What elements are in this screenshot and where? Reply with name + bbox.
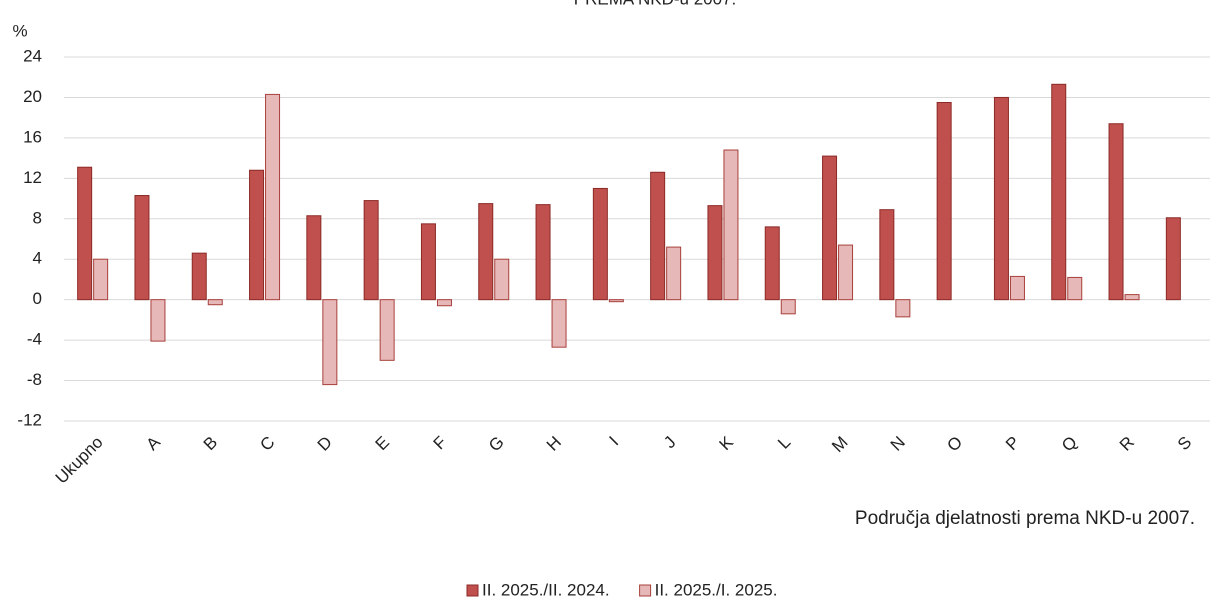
y-tick-label: 16 bbox=[23, 127, 42, 146]
y-tick-label: -4 bbox=[27, 330, 42, 349]
bar bbox=[592, 187, 608, 301]
bar bbox=[1051, 83, 1067, 301]
bar bbox=[608, 299, 624, 303]
bar bbox=[306, 215, 322, 301]
bar bbox=[1124, 294, 1140, 301]
bar bbox=[420, 223, 436, 301]
bar bbox=[780, 299, 796, 315]
bar bbox=[936, 102, 952, 301]
bar bbox=[265, 93, 281, 301]
legend-swatch bbox=[466, 584, 479, 597]
y-unit: % bbox=[12, 21, 27, 40]
x-tick-label: H bbox=[543, 433, 565, 455]
bar bbox=[478, 203, 494, 301]
x-tick-label: P bbox=[1002, 433, 1023, 454]
bar bbox=[666, 246, 682, 301]
bar bbox=[249, 169, 265, 301]
x-tick-label: J bbox=[660, 433, 679, 452]
bar bbox=[838, 244, 854, 301]
x-tick-label: S bbox=[1174, 433, 1195, 454]
bar bbox=[551, 299, 567, 348]
x-tick-label: C bbox=[256, 433, 278, 455]
x-tick-label: D bbox=[314, 433, 336, 455]
legend-label: II. 2025./I. 2025. bbox=[655, 580, 778, 599]
y-tick-label: 0 bbox=[33, 289, 42, 308]
bar bbox=[191, 252, 207, 301]
x-axis-label: Područja djelatnosti prema NKD-u 2007. bbox=[855, 508, 1195, 529]
bar bbox=[764, 226, 780, 301]
legend-swatch bbox=[639, 584, 652, 597]
bar bbox=[436, 299, 452, 307]
bar bbox=[822, 155, 838, 301]
bar bbox=[93, 258, 109, 301]
y-tick-label: 4 bbox=[33, 249, 42, 268]
x-tick-label: I bbox=[606, 433, 623, 450]
bar bbox=[207, 299, 223, 306]
bar bbox=[723, 149, 739, 301]
x-tick-label: E bbox=[372, 433, 393, 454]
bar bbox=[150, 299, 166, 342]
bar bbox=[1067, 276, 1083, 301]
y-tick-label: -12 bbox=[17, 410, 42, 429]
x-tick-label: B bbox=[200, 433, 221, 454]
x-tick-label: O bbox=[943, 433, 966, 456]
x-tick-label: L bbox=[774, 433, 794, 453]
x-tick-label: A bbox=[142, 432, 164, 454]
x-tick-label: F bbox=[430, 433, 451, 454]
x-tick-label: Q bbox=[1058, 433, 1081, 456]
bar bbox=[363, 200, 379, 301]
legend-label: II. 2025./II. 2024. bbox=[482, 580, 610, 599]
x-tick-label: Ukupno bbox=[52, 433, 107, 488]
bar bbox=[1108, 123, 1124, 301]
bar bbox=[1009, 275, 1025, 301]
y-tick-label: 24 bbox=[23, 46, 42, 65]
bar bbox=[650, 171, 666, 301]
y-tick-label: -8 bbox=[27, 370, 42, 389]
bar bbox=[322, 299, 338, 386]
bar bbox=[993, 96, 1009, 301]
y-tick-label: 8 bbox=[33, 208, 42, 227]
bar bbox=[494, 258, 510, 301]
bar bbox=[879, 209, 895, 301]
chart-title: PREMA NKD-u 2007. bbox=[574, 0, 737, 8]
x-tick-label: K bbox=[715, 432, 737, 454]
bar bbox=[134, 195, 150, 301]
bar bbox=[535, 204, 551, 301]
bar bbox=[77, 166, 93, 301]
x-tick-label: G bbox=[485, 433, 508, 456]
x-tick-label: R bbox=[1116, 433, 1138, 455]
bar bbox=[1165, 217, 1181, 301]
y-tick-label: 12 bbox=[23, 168, 42, 187]
x-tick-label: N bbox=[887, 433, 909, 455]
y-tick-label: 20 bbox=[23, 87, 42, 106]
bar bbox=[379, 299, 395, 361]
x-tick-label: M bbox=[828, 433, 851, 456]
bar bbox=[895, 299, 911, 318]
bar bbox=[707, 205, 723, 301]
